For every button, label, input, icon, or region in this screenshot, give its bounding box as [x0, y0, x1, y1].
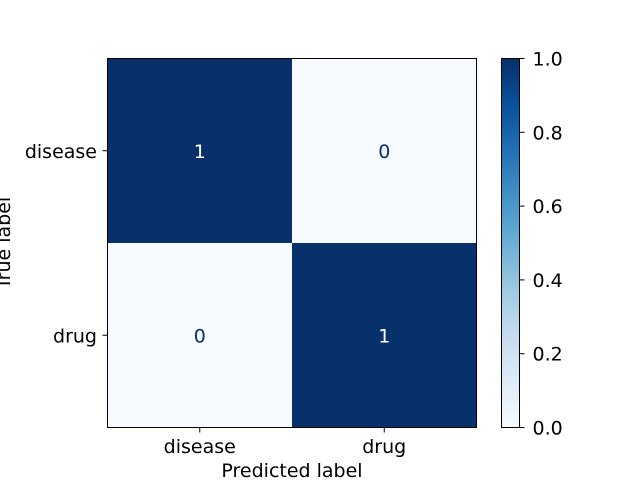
- colorbar-tick-label: 0.6: [533, 196, 563, 218]
- y-tick-label: drug: [53, 325, 97, 347]
- y-axis-label: True label: [0, 197, 15, 290]
- x-tick-label: disease: [164, 436, 236, 458]
- cell-value-label: 1: [378, 325, 390, 347]
- cell-value-label: 1: [194, 141, 206, 163]
- colorbar-ticks: 0.0 0.2 0.4 0.6 0.8 1.0: [519, 49, 563, 440]
- colorbar: 0.0 0.2 0.4 0.6 0.8 1.0: [501, 49, 563, 440]
- x-axis-ticks: disease drug: [164, 427, 406, 458]
- colorbar-gradient: [501, 58, 520, 428]
- heatmap-cell: [107, 243, 292, 428]
- y-axis-ticks: disease drug: [25, 141, 108, 347]
- heatmap-cells: [107, 58, 477, 428]
- x-tick-label: drug: [362, 436, 406, 458]
- colorbar-tick-label: 0.8: [533, 122, 563, 144]
- cell-value-label: 0: [378, 141, 390, 163]
- heatmap-cell: [292, 58, 477, 243]
- cell-value-label: 0: [194, 325, 206, 347]
- colorbar-tick-label: 1.0: [533, 49, 563, 71]
- plot-frame: [107, 58, 477, 428]
- x-axis-label: Predicted label: [221, 460, 362, 480]
- colorbar-tick-label: 0.0: [533, 418, 563, 440]
- heatmap-cell: [107, 58, 292, 243]
- heatmap-cell: [292, 243, 477, 428]
- cell-value-labels: 1 0 0 1: [194, 141, 391, 348]
- colorbar-tick-label: 0.2: [533, 344, 563, 366]
- y-tick-label: disease: [25, 141, 97, 163]
- colorbar-tick-label: 0.4: [533, 270, 563, 292]
